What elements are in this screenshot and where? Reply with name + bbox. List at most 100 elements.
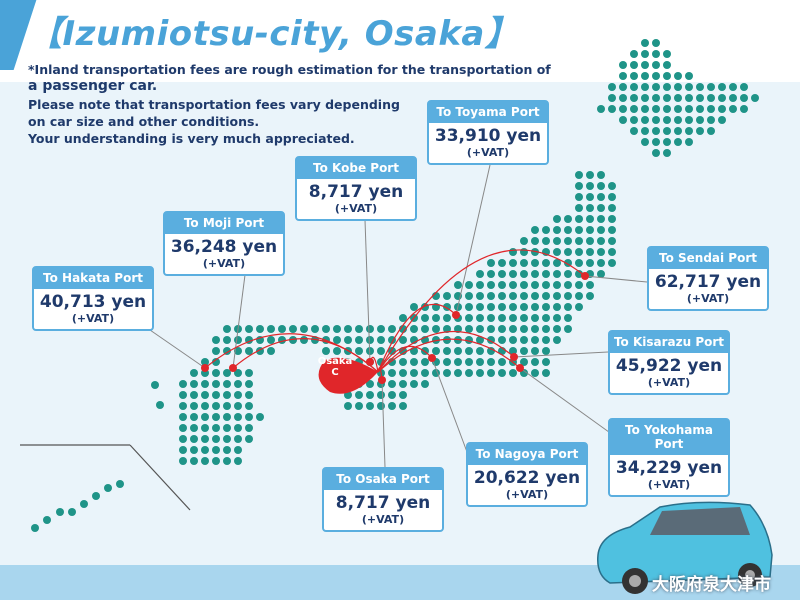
map-dot bbox=[586, 193, 594, 201]
map-dot bbox=[696, 116, 704, 124]
map-dot bbox=[652, 94, 660, 102]
map-dot bbox=[674, 105, 682, 113]
map-dot bbox=[608, 226, 616, 234]
map-dot bbox=[465, 281, 473, 289]
map-dot bbox=[531, 336, 539, 344]
port-card-osaka: To Osaka Port 8,717 yen (+VAT) bbox=[322, 467, 444, 532]
map-dot bbox=[179, 391, 187, 399]
map-dot bbox=[707, 94, 715, 102]
route-arc bbox=[377, 338, 521, 373]
map-dot bbox=[443, 292, 451, 300]
port-name: To Hakata Port bbox=[34, 268, 152, 289]
port-name: To Yokohama Port bbox=[610, 420, 728, 455]
map-dot bbox=[289, 336, 297, 344]
map-dot bbox=[707, 105, 715, 113]
map-dot bbox=[421, 380, 429, 388]
leader-line bbox=[364, 219, 371, 363]
map-dot bbox=[151, 381, 159, 389]
map-dot bbox=[663, 94, 671, 102]
map-dot bbox=[575, 182, 583, 190]
map-dot bbox=[498, 259, 506, 267]
map-dot bbox=[542, 369, 550, 377]
map-dot bbox=[608, 248, 616, 256]
map-dot bbox=[476, 336, 484, 344]
map-dot bbox=[597, 226, 605, 234]
map-dot bbox=[421, 325, 429, 333]
port-name: To Sendai Port bbox=[649, 248, 767, 269]
map-dot bbox=[575, 215, 583, 223]
map-dot bbox=[487, 369, 495, 377]
map-dot bbox=[498, 292, 506, 300]
map-dot bbox=[608, 259, 616, 267]
map-dot bbox=[520, 281, 528, 289]
map-dot bbox=[377, 347, 385, 355]
map-dot bbox=[696, 94, 704, 102]
map-dot bbox=[80, 500, 88, 508]
map-dot bbox=[630, 127, 638, 135]
note-line: Please note that transportation fees var… bbox=[28, 97, 400, 112]
map-dot bbox=[674, 72, 682, 80]
map-dot bbox=[465, 347, 473, 355]
map-dot bbox=[553, 336, 561, 344]
map-dot bbox=[201, 380, 209, 388]
map-dot bbox=[652, 116, 660, 124]
map-dot bbox=[410, 369, 418, 377]
map-dot bbox=[212, 413, 220, 421]
map-dot bbox=[92, 492, 100, 500]
map-dot bbox=[388, 325, 396, 333]
map-dot bbox=[685, 127, 693, 135]
map-dot bbox=[377, 325, 385, 333]
map-dot bbox=[179, 402, 187, 410]
map-dot bbox=[399, 336, 407, 344]
map-dot bbox=[179, 457, 187, 465]
map-dot bbox=[432, 347, 440, 355]
map-dot bbox=[553, 303, 561, 311]
map-dot bbox=[366, 391, 374, 399]
map-dot bbox=[223, 369, 231, 377]
map-dot bbox=[289, 325, 297, 333]
leader-line bbox=[149, 329, 206, 369]
map-dot bbox=[388, 380, 396, 388]
map-dot bbox=[531, 314, 539, 322]
map-dot bbox=[223, 457, 231, 465]
map-dot bbox=[487, 325, 495, 333]
map-dot bbox=[344, 336, 352, 344]
port-vat: (+VAT) bbox=[505, 488, 549, 501]
map-dot bbox=[333, 336, 341, 344]
map-dot bbox=[564, 248, 572, 256]
map-dot bbox=[564, 303, 572, 311]
map-dot bbox=[553, 314, 561, 322]
map-dot bbox=[234, 413, 242, 421]
map-dot bbox=[344, 325, 352, 333]
map-dot bbox=[366, 325, 374, 333]
map-dot bbox=[487, 270, 495, 278]
map-dot bbox=[509, 281, 517, 289]
map-dot bbox=[663, 50, 671, 58]
map-dot bbox=[476, 358, 484, 366]
map-dot bbox=[487, 358, 495, 366]
map-dot bbox=[509, 270, 517, 278]
map-dot bbox=[201, 402, 209, 410]
map-dot bbox=[542, 325, 550, 333]
map-dot bbox=[509, 292, 517, 300]
map-dot bbox=[542, 259, 550, 267]
map-dot bbox=[201, 358, 209, 366]
note-line: on car size and other conditions. bbox=[28, 114, 260, 129]
map-dot bbox=[531, 347, 539, 355]
map-dot bbox=[509, 369, 517, 377]
port-name: To Nagoya Port bbox=[468, 444, 586, 465]
map-dot bbox=[729, 94, 737, 102]
map-dot bbox=[355, 325, 363, 333]
port-card-nagoya: To Nagoya Port 20,622 yen (+VAT) bbox=[466, 442, 588, 507]
map-dot bbox=[509, 347, 517, 355]
map-dot bbox=[399, 380, 407, 388]
map-dot bbox=[179, 380, 187, 388]
map-dot bbox=[190, 457, 198, 465]
map-dot bbox=[520, 270, 528, 278]
map-dot bbox=[652, 61, 660, 69]
route-arc bbox=[377, 303, 457, 373]
map-dot bbox=[421, 314, 429, 322]
map-dot bbox=[520, 358, 528, 366]
map-dot bbox=[399, 314, 407, 322]
map-dot bbox=[652, 83, 660, 91]
